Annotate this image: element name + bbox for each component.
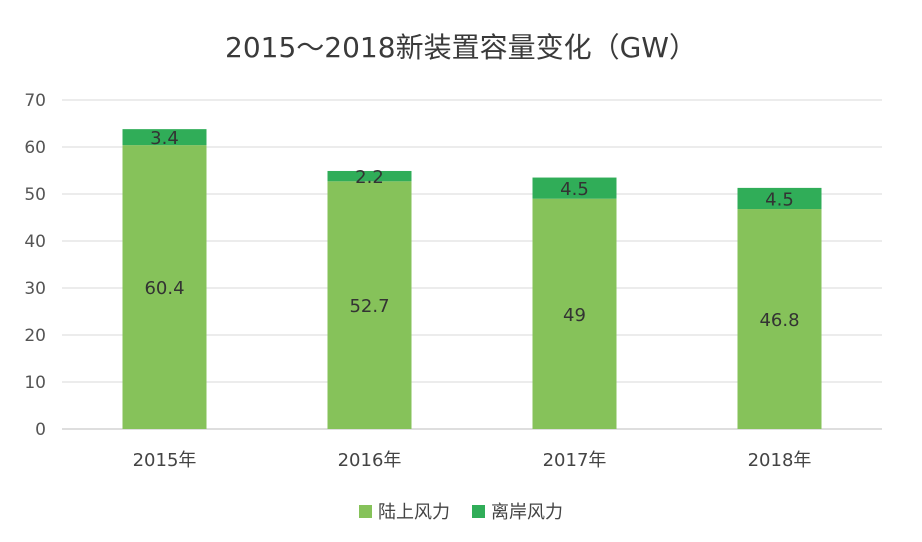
data-label-onshore: 46.8: [759, 310, 799, 331]
legend-swatch-onshore: [359, 504, 372, 518]
bar-offshore: [532, 177, 617, 199]
legend-label-onshore: 陆上风力: [378, 502, 450, 523]
y-tick-label: 0: [35, 420, 46, 440]
y-tick-label: 50: [24, 185, 46, 205]
bar-onshore: [327, 181, 412, 429]
legend-item-onshore: 陆上风力: [359, 498, 450, 524]
y-tick-label: 40: [24, 232, 46, 252]
y-tick-label: 10: [24, 373, 46, 393]
chart-title: 2015～2018新装置容量变化（GW）: [225, 31, 697, 64]
x-tick-label: 2016年: [338, 450, 402, 471]
data-label-offshore: 4.5: [765, 189, 794, 210]
y-tick-label: 60: [24, 138, 46, 158]
data-label-offshore: 2.2: [355, 167, 384, 188]
bar-offshore: [122, 129, 207, 146]
bar-onshore: [737, 209, 822, 429]
x-tick-label: 2015年: [133, 450, 197, 471]
legend-swatch-offshore: [472, 504, 485, 518]
bar-offshore: [327, 170, 412, 182]
x-tick-label: 2018年: [748, 450, 812, 471]
legend-label-offshore: 离岸风力: [491, 502, 563, 523]
y-tick-label: 20: [24, 326, 46, 346]
data-label-onshore: 49: [563, 305, 586, 326]
x-tick-label: 2017年: [543, 450, 607, 471]
bar-offshore: [737, 187, 822, 210]
data-label-onshore: 60.4: [144, 278, 184, 299]
bar-onshore: [122, 145, 207, 429]
data-label-onshore: 52.7: [349, 296, 389, 317]
bar-onshore: [532, 198, 617, 429]
y-tick-label: 70: [24, 91, 46, 111]
legend-item-offshore: 离岸风力: [472, 498, 563, 524]
data-label-offshore: 3.4: [150, 128, 179, 149]
y-tick-label: 30: [24, 279, 46, 299]
legend: 陆上风力 离岸风力: [0, 498, 922, 524]
data-label-offshore: 4.5: [560, 179, 589, 200]
